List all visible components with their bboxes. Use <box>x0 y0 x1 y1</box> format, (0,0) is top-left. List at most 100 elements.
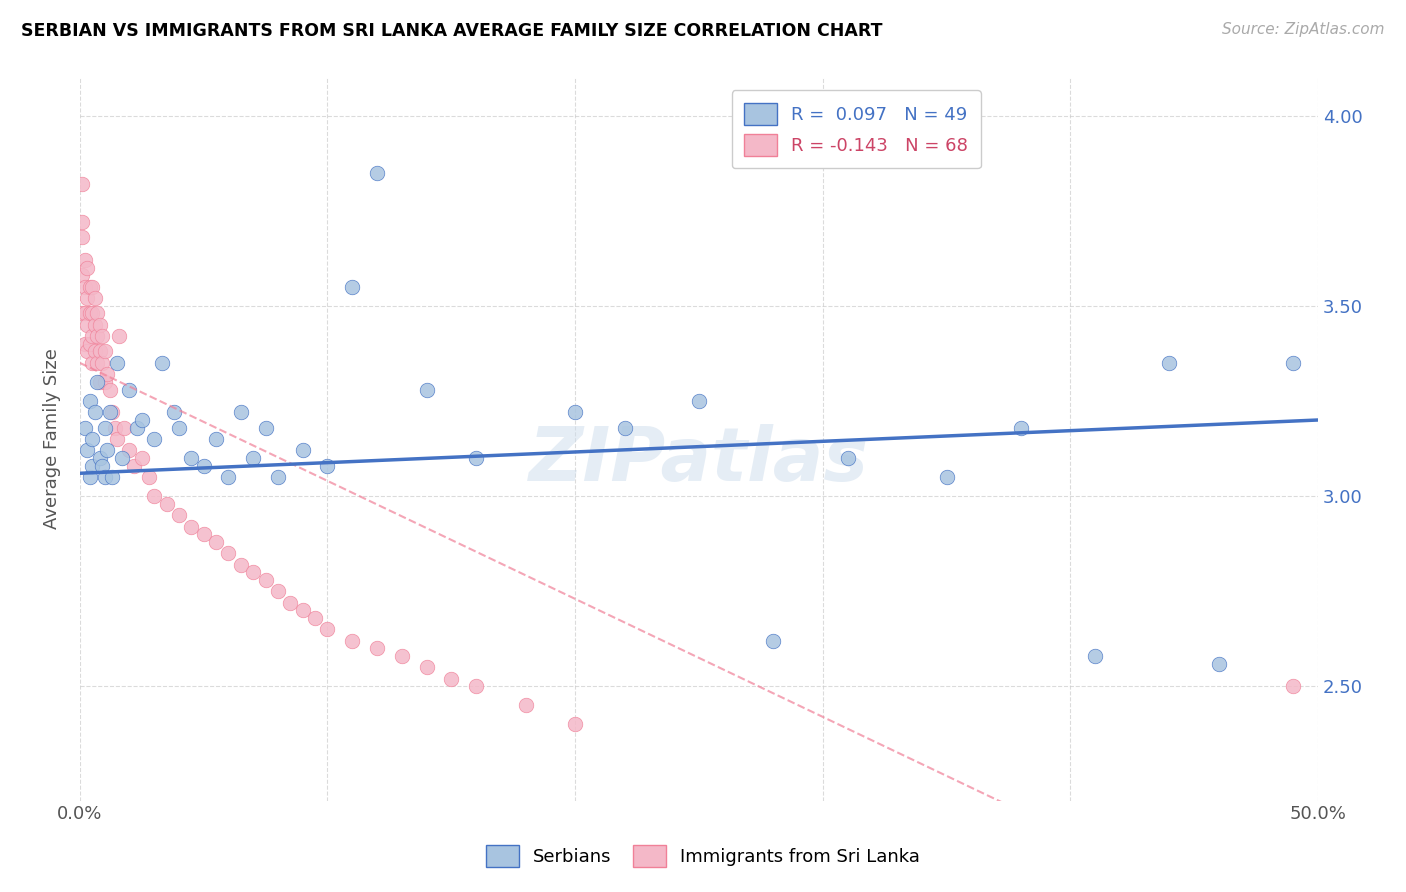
Point <box>89 318 111 332</box>
Text: Source: ZipAtlas.com: Source: ZipAtlas.com <box>1222 22 1385 37</box>
Point <box>111 451 134 466</box>
Point <box>366 165 388 179</box>
Point <box>76 318 98 332</box>
Point <box>101 405 124 419</box>
Point <box>93 470 115 484</box>
Point <box>415 383 437 397</box>
Point <box>86 306 108 320</box>
Point <box>688 394 710 409</box>
Point <box>82 458 104 473</box>
Point <box>316 623 339 637</box>
Point <box>101 470 124 484</box>
Point <box>125 420 148 434</box>
Point <box>86 356 108 370</box>
Point <box>167 420 190 434</box>
Point <box>267 470 290 484</box>
Point <box>342 280 364 294</box>
Point <box>935 470 957 484</box>
Point <box>1282 356 1305 370</box>
Point <box>83 291 105 305</box>
Point <box>342 633 364 648</box>
Point <box>118 383 141 397</box>
Point <box>217 470 239 484</box>
Point <box>193 527 215 541</box>
Point <box>82 432 104 446</box>
Point <box>229 405 252 419</box>
Point <box>105 356 128 370</box>
Point <box>564 717 586 731</box>
Point <box>91 458 114 473</box>
Point <box>155 497 177 511</box>
Point <box>73 280 96 294</box>
Point <box>89 375 111 389</box>
Point <box>217 546 239 560</box>
Point <box>73 420 96 434</box>
Point <box>143 489 166 503</box>
Point <box>76 344 98 359</box>
Point <box>89 344 111 359</box>
Point <box>82 329 104 343</box>
Point <box>73 337 96 351</box>
Text: ZIPatlas: ZIPatlas <box>529 425 869 497</box>
Point <box>613 420 636 434</box>
Point <box>91 356 114 370</box>
Point <box>180 451 202 466</box>
Point <box>124 458 146 473</box>
Point <box>242 451 264 466</box>
Point <box>1208 657 1230 671</box>
Point <box>108 329 131 343</box>
Point <box>89 451 111 466</box>
Point <box>242 566 264 580</box>
Point <box>1010 420 1032 434</box>
Point <box>79 470 101 484</box>
Point <box>79 306 101 320</box>
Point <box>762 633 785 648</box>
Point <box>72 230 94 244</box>
Point <box>76 443 98 458</box>
Point <box>72 268 94 283</box>
Point <box>254 420 277 434</box>
Point <box>73 306 96 320</box>
Point <box>83 318 105 332</box>
Point <box>304 611 326 625</box>
Point <box>93 375 115 389</box>
Point <box>515 698 537 713</box>
Point <box>91 329 114 343</box>
Point <box>291 443 314 458</box>
Point <box>118 443 141 458</box>
Point <box>105 432 128 446</box>
Point <box>83 344 105 359</box>
Point <box>83 405 105 419</box>
Point <box>79 337 101 351</box>
Point <box>143 432 166 446</box>
Point <box>1084 648 1107 663</box>
Point <box>82 280 104 294</box>
Point <box>96 368 118 382</box>
Point <box>167 508 190 523</box>
Point <box>391 648 413 663</box>
Text: SERBIAN VS IMMIGRANTS FROM SRI LANKA AVERAGE FAMILY SIZE CORRELATION CHART: SERBIAN VS IMMIGRANTS FROM SRI LANKA AVE… <box>21 22 883 40</box>
Point <box>73 253 96 268</box>
Point <box>96 443 118 458</box>
Point <box>837 451 859 466</box>
Point <box>86 329 108 343</box>
Legend: R =  0.097   N = 49, R = -0.143   N = 68: R = 0.097 N = 49, R = -0.143 N = 68 <box>731 90 981 169</box>
Point <box>72 306 94 320</box>
Point <box>82 306 104 320</box>
Point <box>82 356 104 370</box>
Point <box>72 215 94 229</box>
Point <box>163 405 186 419</box>
Point <box>1159 356 1181 370</box>
Point <box>205 432 228 446</box>
Point <box>98 383 121 397</box>
Point <box>205 534 228 549</box>
Point <box>150 356 173 370</box>
Point <box>280 596 302 610</box>
Point <box>415 660 437 674</box>
Point <box>465 680 488 694</box>
Point <box>291 603 314 617</box>
Point <box>366 641 388 656</box>
Point <box>1282 680 1305 694</box>
Point <box>76 291 98 305</box>
Point <box>138 470 160 484</box>
